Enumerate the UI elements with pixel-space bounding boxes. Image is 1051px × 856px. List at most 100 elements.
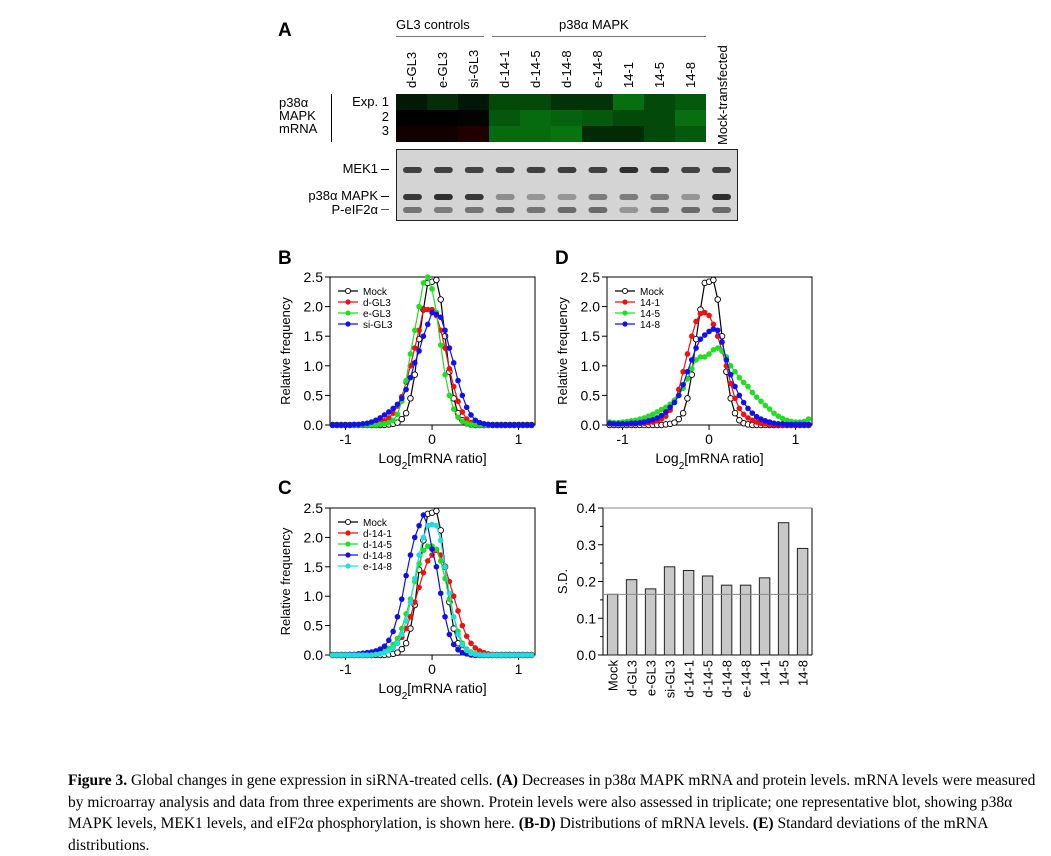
data-point — [714, 296, 721, 303]
data-point — [472, 651, 479, 658]
row-group-label-2: MAPK — [279, 108, 316, 123]
plot-frame — [329, 507, 536, 656]
heatmap-cell — [644, 94, 675, 110]
data-point — [424, 558, 431, 564]
data-point — [416, 584, 422, 591]
data-point — [416, 522, 422, 529]
data-point — [658, 406, 665, 413]
legend-marker — [345, 552, 351, 558]
data-point — [433, 311, 440, 318]
y-tick-label: 0.3 — [577, 537, 597, 553]
plot-frame — [329, 276, 536, 426]
data-point — [351, 421, 358, 428]
blot-band-p38 — [433, 194, 453, 200]
x-tick-label: 0 — [428, 661, 436, 677]
blot-band-eif2 — [403, 207, 422, 213]
data-point — [398, 395, 405, 402]
series-e-14-8 — [329, 521, 535, 658]
blot-band-p38 — [681, 194, 701, 200]
data-point — [766, 406, 773, 412]
y-tick-label: 0.0 — [304, 417, 324, 433]
data-point — [411, 360, 418, 366]
data-point — [446, 345, 453, 351]
data-point — [347, 422, 353, 428]
data-point — [407, 351, 414, 357]
p38-mapk-group-label: p38α MAPK — [559, 17, 629, 32]
data-point — [459, 642, 466, 648]
data-point — [606, 420, 613, 427]
data-point — [402, 639, 410, 647]
legend-item: Mock — [615, 287, 665, 298]
data-point — [775, 421, 782, 427]
panel-letter: D — [555, 248, 569, 269]
y-axis-label: Relative frequency — [278, 297, 293, 405]
x-tick-label: Mock — [606, 660, 621, 692]
data-point — [468, 412, 474, 418]
legend-item: d-14-5 — [338, 540, 392, 551]
series-d-14-1 — [329, 547, 535, 658]
data-point — [706, 351, 712, 357]
legend-item: Mock — [338, 287, 388, 298]
plot-frame — [606, 276, 813, 426]
legend-label: 14-5 — [640, 309, 660, 320]
data-point — [442, 327, 448, 334]
legend-item: si-GL3 — [338, 320, 393, 331]
gl3-controls-label: GL3 controls — [396, 17, 470, 32]
data-point — [779, 415, 786, 422]
data-point — [771, 420, 777, 427]
y-tick-label: 0.4 — [577, 500, 597, 516]
heatmap-cell — [613, 94, 644, 110]
data-point — [355, 652, 362, 658]
blot-label-p38: p38α MAPK — [308, 188, 378, 203]
chart-c: C 0.0 0.5 1.0 1.5 2.0 2.5 Relative frequency -1 0… — [278, 478, 536, 702]
y-tick-label: 0.2 — [577, 574, 597, 590]
data-point — [472, 422, 479, 428]
x-tick-label: 0 — [428, 431, 436, 447]
data-point — [342, 652, 349, 658]
data-point — [442, 613, 448, 620]
heatmap-cell — [458, 110, 489, 126]
caption-bd-label: (B-D) — [518, 815, 556, 832]
chart-b: B 0.0 0.5 1.0 1.5 2.0 2.5 Relative frequency -1 0… — [278, 248, 536, 472]
data-point — [386, 419, 392, 426]
x-tick-label: 14-8 — [796, 660, 811, 686]
data-point — [416, 552, 422, 558]
data-point — [420, 333, 427, 340]
heatmap-cell — [489, 126, 520, 142]
data-point — [429, 521, 435, 528]
caption-text-4: Standard deviations of the mRNA distribu… — [68, 815, 988, 854]
data-point — [386, 648, 392, 654]
data-point — [455, 398, 461, 405]
blot-band-p38 — [526, 194, 546, 200]
data-point — [429, 286, 435, 292]
blot-band-mek1 — [681, 167, 701, 173]
data-point — [407, 599, 414, 605]
data-point — [455, 414, 461, 421]
data-point — [489, 422, 496, 428]
data-point — [719, 339, 725, 345]
heatmap-cell — [520, 110, 551, 126]
data-point — [701, 354, 708, 360]
y-tick-label: 1.5 — [581, 328, 601, 344]
series-line — [609, 347, 809, 424]
x-tick-label: 1 — [515, 661, 523, 677]
data-point — [520, 422, 526, 428]
bar — [682, 569, 695, 656]
y-tick-label: 0.5 — [304, 387, 324, 403]
data-point — [394, 401, 401, 408]
data-point — [377, 421, 383, 428]
data-point — [801, 421, 808, 428]
data-point — [437, 558, 444, 564]
series-14-8 — [606, 326, 812, 428]
data-point — [710, 326, 717, 332]
blot-band-p38 — [403, 194, 422, 200]
caption-text-1: Global changes in gene expression in siR… — [127, 772, 497, 789]
data-point — [645, 413, 652, 419]
data-point — [663, 413, 669, 419]
data-point — [386, 415, 392, 421]
data-point — [463, 420, 470, 427]
data-point — [334, 652, 340, 658]
heatmap-cell — [675, 94, 706, 110]
y-tick-label: 1.0 — [581, 358, 601, 374]
data-point — [411, 371, 419, 378]
